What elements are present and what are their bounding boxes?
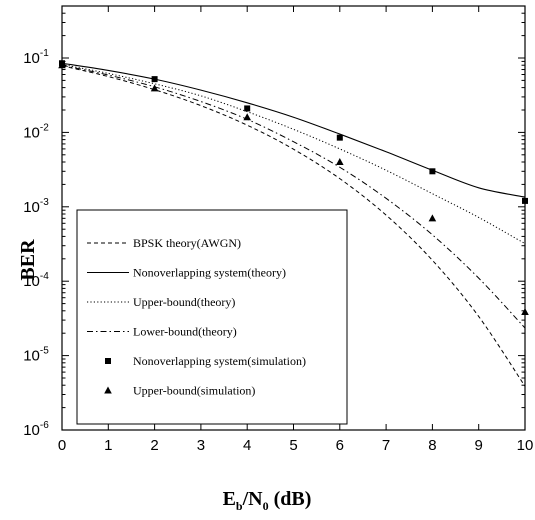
y-tick-label: 10-3	[23, 197, 49, 216]
legend-label-6: Upper-bound(simulation)	[133, 384, 255, 398]
triangle-marker	[521, 308, 529, 316]
triangle-marker	[428, 214, 437, 222]
x-axis-title: Eb/N0 (dB)	[223, 488, 312, 513]
x-tick-label: 2	[150, 437, 158, 454]
x-axis-title-tail: (dB)	[269, 488, 312, 510]
y-tick-label: 10-2	[23, 122, 49, 141]
square-marker	[429, 168, 436, 175]
square-marker	[522, 197, 528, 204]
legend-label-1: BPSK theory(AWGN)	[133, 236, 241, 250]
square-marker	[151, 76, 158, 83]
triangle-marker	[243, 113, 251, 121]
y-axis-title: BER	[17, 239, 39, 281]
x-tick-label: 7	[382, 437, 390, 454]
legend-box	[76, 209, 348, 425]
x-tick-label: 10	[517, 437, 534, 454]
x-axis-title-mid: /N	[242, 488, 264, 510]
x-tick-label: 8	[428, 437, 436, 454]
y-tick-label: 10-5	[23, 346, 49, 365]
triangle-marker	[336, 158, 344, 166]
y-tick-label: 10-4	[23, 271, 49, 290]
legend-label-3: Upper-bound(theory)	[133, 295, 235, 309]
x-axis-title-sub1: b	[236, 499, 243, 513]
x-tick-label: 4	[243, 437, 251, 454]
x-tick-label: 5	[289, 437, 297, 454]
legend-label-2: Nonoverlapping system(theory)	[133, 266, 286, 280]
series-line-4	[62, 64, 525, 329]
x-tick-label: 1	[104, 437, 112, 454]
legend-marker-triangle	[104, 386, 112, 394]
legend-marker-square	[105, 358, 111, 364]
series-line-1	[62, 65, 525, 387]
y-tick-label: 10-6	[23, 420, 49, 439]
x-axis-title-sub2: 0	[263, 499, 269, 513]
square-marker	[336, 134, 343, 141]
x-tick-label: 6	[336, 437, 344, 454]
triangle-marker	[150, 84, 159, 92]
x-tick-label: 3	[197, 437, 205, 454]
x-tick-label: 9	[475, 437, 483, 454]
square-marker	[244, 105, 251, 112]
legend-label-5: Nonoverlapping system(simulation)	[133, 354, 306, 368]
legend-label-4: Lower-bound(theory)	[133, 325, 237, 339]
series-line-2	[62, 62, 525, 198]
y-tick-label: 10-1	[23, 48, 49, 67]
x-tick-label: 0	[58, 437, 66, 454]
x-axis-title-main: E	[223, 488, 236, 510]
